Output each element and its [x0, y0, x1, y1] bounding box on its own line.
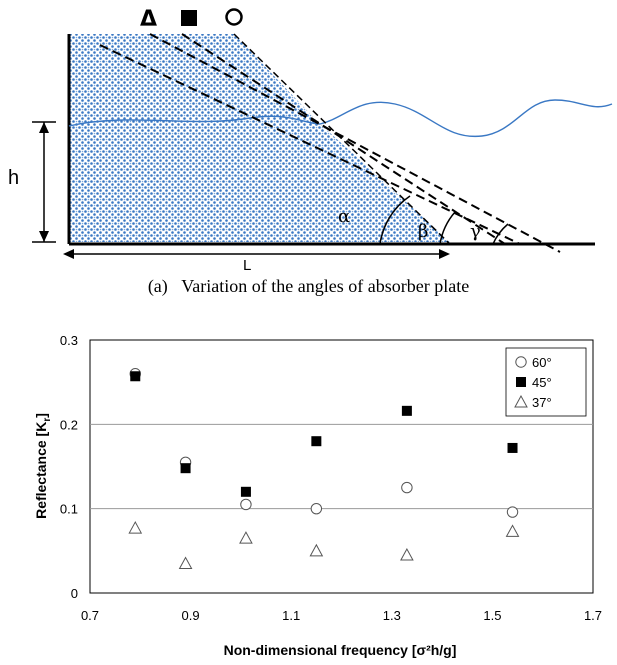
data-point-square	[507, 442, 518, 453]
x-tick-label: 1.3	[383, 608, 401, 623]
triangle-marker-label: Δ	[140, 7, 157, 32]
legend-marker-triangle	[514, 394, 528, 408]
L-arrow-left-icon	[63, 249, 74, 259]
data-point-triangle	[400, 548, 414, 561]
L-label: L	[243, 257, 251, 272]
water-surface-wave	[68, 99, 613, 138]
L-arrow-right-icon	[439, 249, 450, 259]
beta-label: β	[418, 221, 428, 242]
alpha-label: α	[338, 206, 350, 227]
data-point-triangle	[128, 521, 143, 534]
data-point-square	[180, 463, 191, 474]
absorber-region	[69, 34, 450, 242]
plate-line-45	[181, 33, 506, 245]
data-point-circle	[401, 481, 413, 494]
y-tick-label: 0	[71, 586, 78, 601]
h-arrow-up-icon	[39, 122, 49, 133]
absorber-plate-diagram: α β γ h L Δ	[8, 7, 613, 272]
data-point-square	[401, 405, 412, 416]
data-point-square	[240, 486, 251, 497]
plot-frame	[89, 339, 594, 594]
y-tick-label: 0.1	[60, 502, 78, 517]
h-arrow-down-icon	[39, 231, 49, 242]
legend-marker-circle	[515, 356, 527, 368]
square-marker-icon	[181, 10, 197, 26]
x-tick-label: 0.9	[182, 608, 200, 623]
figure-caption: (a) Variation of the angles of absorber …	[147, 276, 470, 296]
y-tick-label: 0.3	[60, 333, 78, 348]
legend-marker-square	[516, 377, 526, 387]
h-label: h	[8, 167, 19, 189]
angle-arc-beta	[439, 211, 456, 245]
x-axis-title: Non-dimensional frequency [σ²h/g]	[224, 642, 457, 658]
y-axis-title: Reflectance [Kr]	[33, 413, 53, 519]
reflectance-chart: 0 0.1 0.2 0.3 0.7 0.9 1.1 1.3 1.5 1.7 Reflectance…	[33, 333, 602, 658]
legend-label: 60°	[532, 355, 552, 370]
plate-line-extra	[99, 44, 521, 245]
data-point-circle	[506, 506, 519, 518]
data-point-circle	[240, 498, 252, 511]
angle-arc-gamma	[492, 223, 509, 245]
x-tick-label: 1.7	[584, 608, 602, 623]
x-tick-label: 0.7	[81, 608, 99, 623]
x-tick-label: 1.1	[282, 608, 300, 623]
legend-label: 45°	[532, 375, 552, 390]
x-tick-label: 1.5	[483, 608, 501, 623]
angle-arc-alpha	[379, 195, 411, 245]
data-point-triangle	[178, 556, 193, 569]
plate-line-60	[233, 33, 451, 245]
y-tick-label: 0.2	[60, 417, 78, 432]
circle-marker-icon	[225, 8, 243, 26]
legend-label: 37°	[532, 395, 552, 410]
data-point-square	[130, 371, 141, 382]
gamma-label: γ	[470, 221, 481, 242]
data-point-triangle	[309, 543, 324, 557]
data-point-circle	[310, 502, 323, 515]
data-point-triangle	[505, 524, 520, 537]
data-point-square	[311, 436, 322, 447]
data-point-triangle	[239, 531, 253, 544]
plate-line-37	[149, 33, 561, 253]
